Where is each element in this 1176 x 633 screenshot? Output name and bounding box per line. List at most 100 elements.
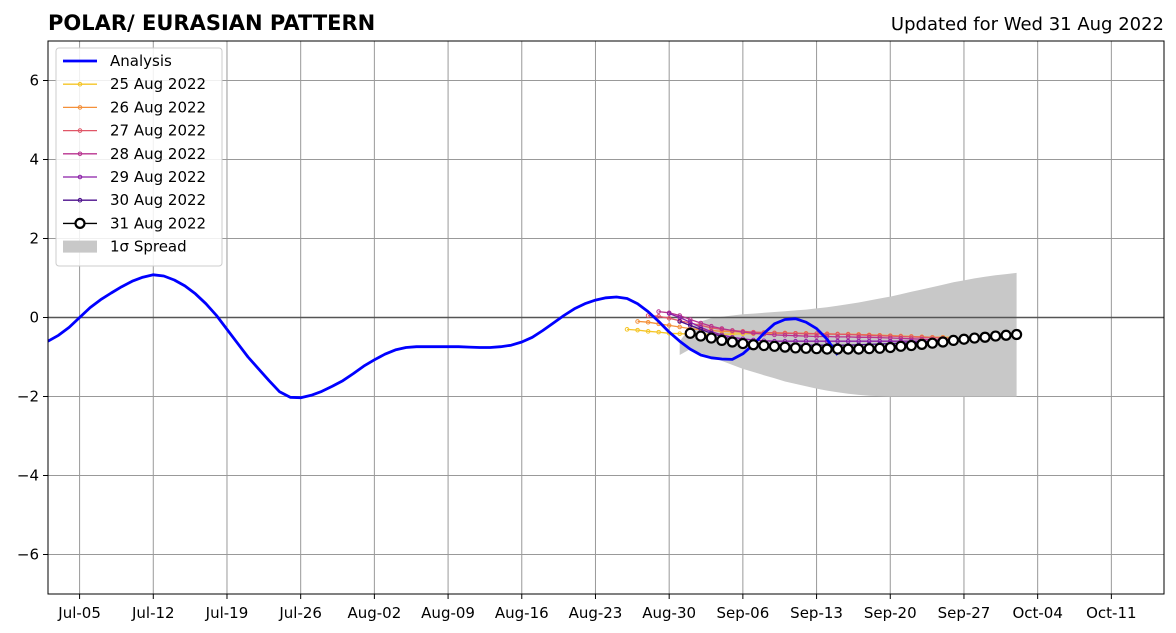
x-tick-label: Jul-12 [131, 604, 175, 622]
latest-point [726, 336, 738, 348]
legend-marker-forecast [77, 81, 83, 87]
y-tick-label: 6 [29, 72, 39, 90]
latest-point [684, 327, 696, 339]
forecast-point [656, 309, 661, 314]
forecast-point [656, 329, 661, 335]
x-tick-label: Aug-16 [495, 604, 549, 622]
legend-marker-forecast [77, 105, 83, 110]
latest-point [905, 339, 917, 352]
legend-label-analysis: Analysis [110, 52, 172, 70]
x-tick-label: Jul-19 [205, 604, 249, 622]
legend-marker-forecast [77, 151, 83, 157]
x-tick-label: Sep-20 [864, 604, 917, 622]
analysis-line [47, 273, 839, 400]
latest-series [684, 327, 1023, 355]
latest-point [747, 339, 759, 351]
legend-label-forecast: 27 Aug 2022 [110, 122, 206, 140]
forecast-point [698, 320, 704, 326]
latest-point [768, 340, 781, 352]
forecast-point [708, 323, 714, 329]
forecast-point [666, 323, 672, 328]
legend-label-latest: 31 Aug 2022 [110, 214, 206, 232]
series-lines [47, 273, 1023, 400]
latest-point [884, 341, 896, 354]
latest-point [821, 343, 833, 355]
forecast-point [719, 326, 725, 331]
legend-marker-forecast [77, 174, 83, 180]
latest-point [895, 340, 907, 352]
latest-point [789, 342, 802, 354]
forecast-point [814, 331, 819, 336]
forecast-point [687, 317, 693, 322]
forecast-point [656, 314, 661, 319]
y-tick-label: 4 [29, 151, 39, 169]
x-tick-label: Oct-04 [1012, 604, 1062, 622]
forecast-point [645, 319, 651, 325]
latest-point [800, 342, 812, 354]
forecast-point [635, 327, 640, 333]
forecast-point [845, 334, 851, 340]
x-tick-label: Aug-23 [569, 604, 623, 622]
latest-point [758, 339, 770, 352]
y-tick-label: −4 [17, 467, 39, 485]
latest-point [926, 337, 938, 349]
latest-point [1000, 329, 1012, 341]
forecast-point [751, 331, 756, 336]
latest-point [810, 343, 823, 355]
legend-label-forecast: 30 Aug 2022 [110, 191, 206, 209]
forecast-point [687, 323, 693, 328]
latest-point [863, 343, 875, 355]
forecast-point [782, 332, 788, 338]
legend-label-forecast: 29 Aug 2022 [110, 168, 206, 186]
latest-point [989, 330, 1002, 342]
forecast-point [793, 333, 798, 338]
y-tick-label: 0 [29, 309, 39, 327]
latest-point [779, 341, 791, 353]
forecast-point [645, 329, 651, 334]
x-tick-label: Aug-09 [421, 604, 475, 622]
x-tick-label: Sep-27 [938, 604, 991, 622]
x-tick-label: Sep-06 [716, 604, 769, 622]
forecast-point [677, 324, 682, 330]
x-tick-label: Jul-26 [278, 604, 322, 622]
latest-point [874, 342, 886, 354]
y-tick-label: −2 [17, 388, 39, 406]
x-tick-label: Aug-30 [642, 604, 696, 622]
legend-label-forecast: 25 Aug 2022 [110, 75, 206, 93]
latest-point [968, 332, 981, 344]
forecast-point [635, 319, 640, 324]
forecast-point [814, 334, 819, 339]
forecast-point [803, 333, 809, 339]
y-tick-label: −6 [17, 546, 39, 564]
forecast-point [624, 327, 630, 332]
forecast-point [730, 328, 735, 333]
legend-marker-latest [74, 217, 86, 229]
forecast-point [677, 319, 682, 324]
forecast-point [898, 336, 904, 341]
legend-marker-forecast [77, 128, 83, 133]
x-axis: Jul-05 Jul-12 Jul-19 Jul-26 Aug-02 Aug-09 Aug-… [57, 594, 1137, 622]
y-tick-label: 2 [29, 230, 39, 248]
x-tick-label: Jul-05 [57, 604, 101, 622]
legend-box [55, 47, 223, 267]
legend-label-spread: 1σ Spread [110, 238, 187, 256]
forecast-point [666, 311, 672, 316]
legend-swatch-spread [63, 240, 97, 253]
y-axis: −6 −4 −2 0 2 4 6 [17, 72, 48, 564]
legend: Analysis 25 Aug 2022 26 Aug 2022 27 Aug 202… [55, 47, 223, 267]
x-tick-label: Sep-13 [790, 604, 843, 622]
latest-point [832, 343, 844, 355]
latest-point [705, 332, 717, 344]
forecast-point [835, 334, 840, 340]
legend-marker-forecast [77, 197, 83, 203]
latest-point [737, 337, 749, 350]
latest-point [937, 336, 949, 348]
latest-point [842, 343, 854, 355]
legend-label-forecast: 28 Aug 2022 [110, 145, 206, 163]
latest-point [916, 338, 928, 350]
updated-date: Updated for Wed 31 Aug 2022 [891, 14, 1164, 35]
forecast-point [740, 329, 746, 335]
latest-point [1011, 328, 1023, 341]
x-tick-label: Aug-02 [347, 604, 401, 622]
